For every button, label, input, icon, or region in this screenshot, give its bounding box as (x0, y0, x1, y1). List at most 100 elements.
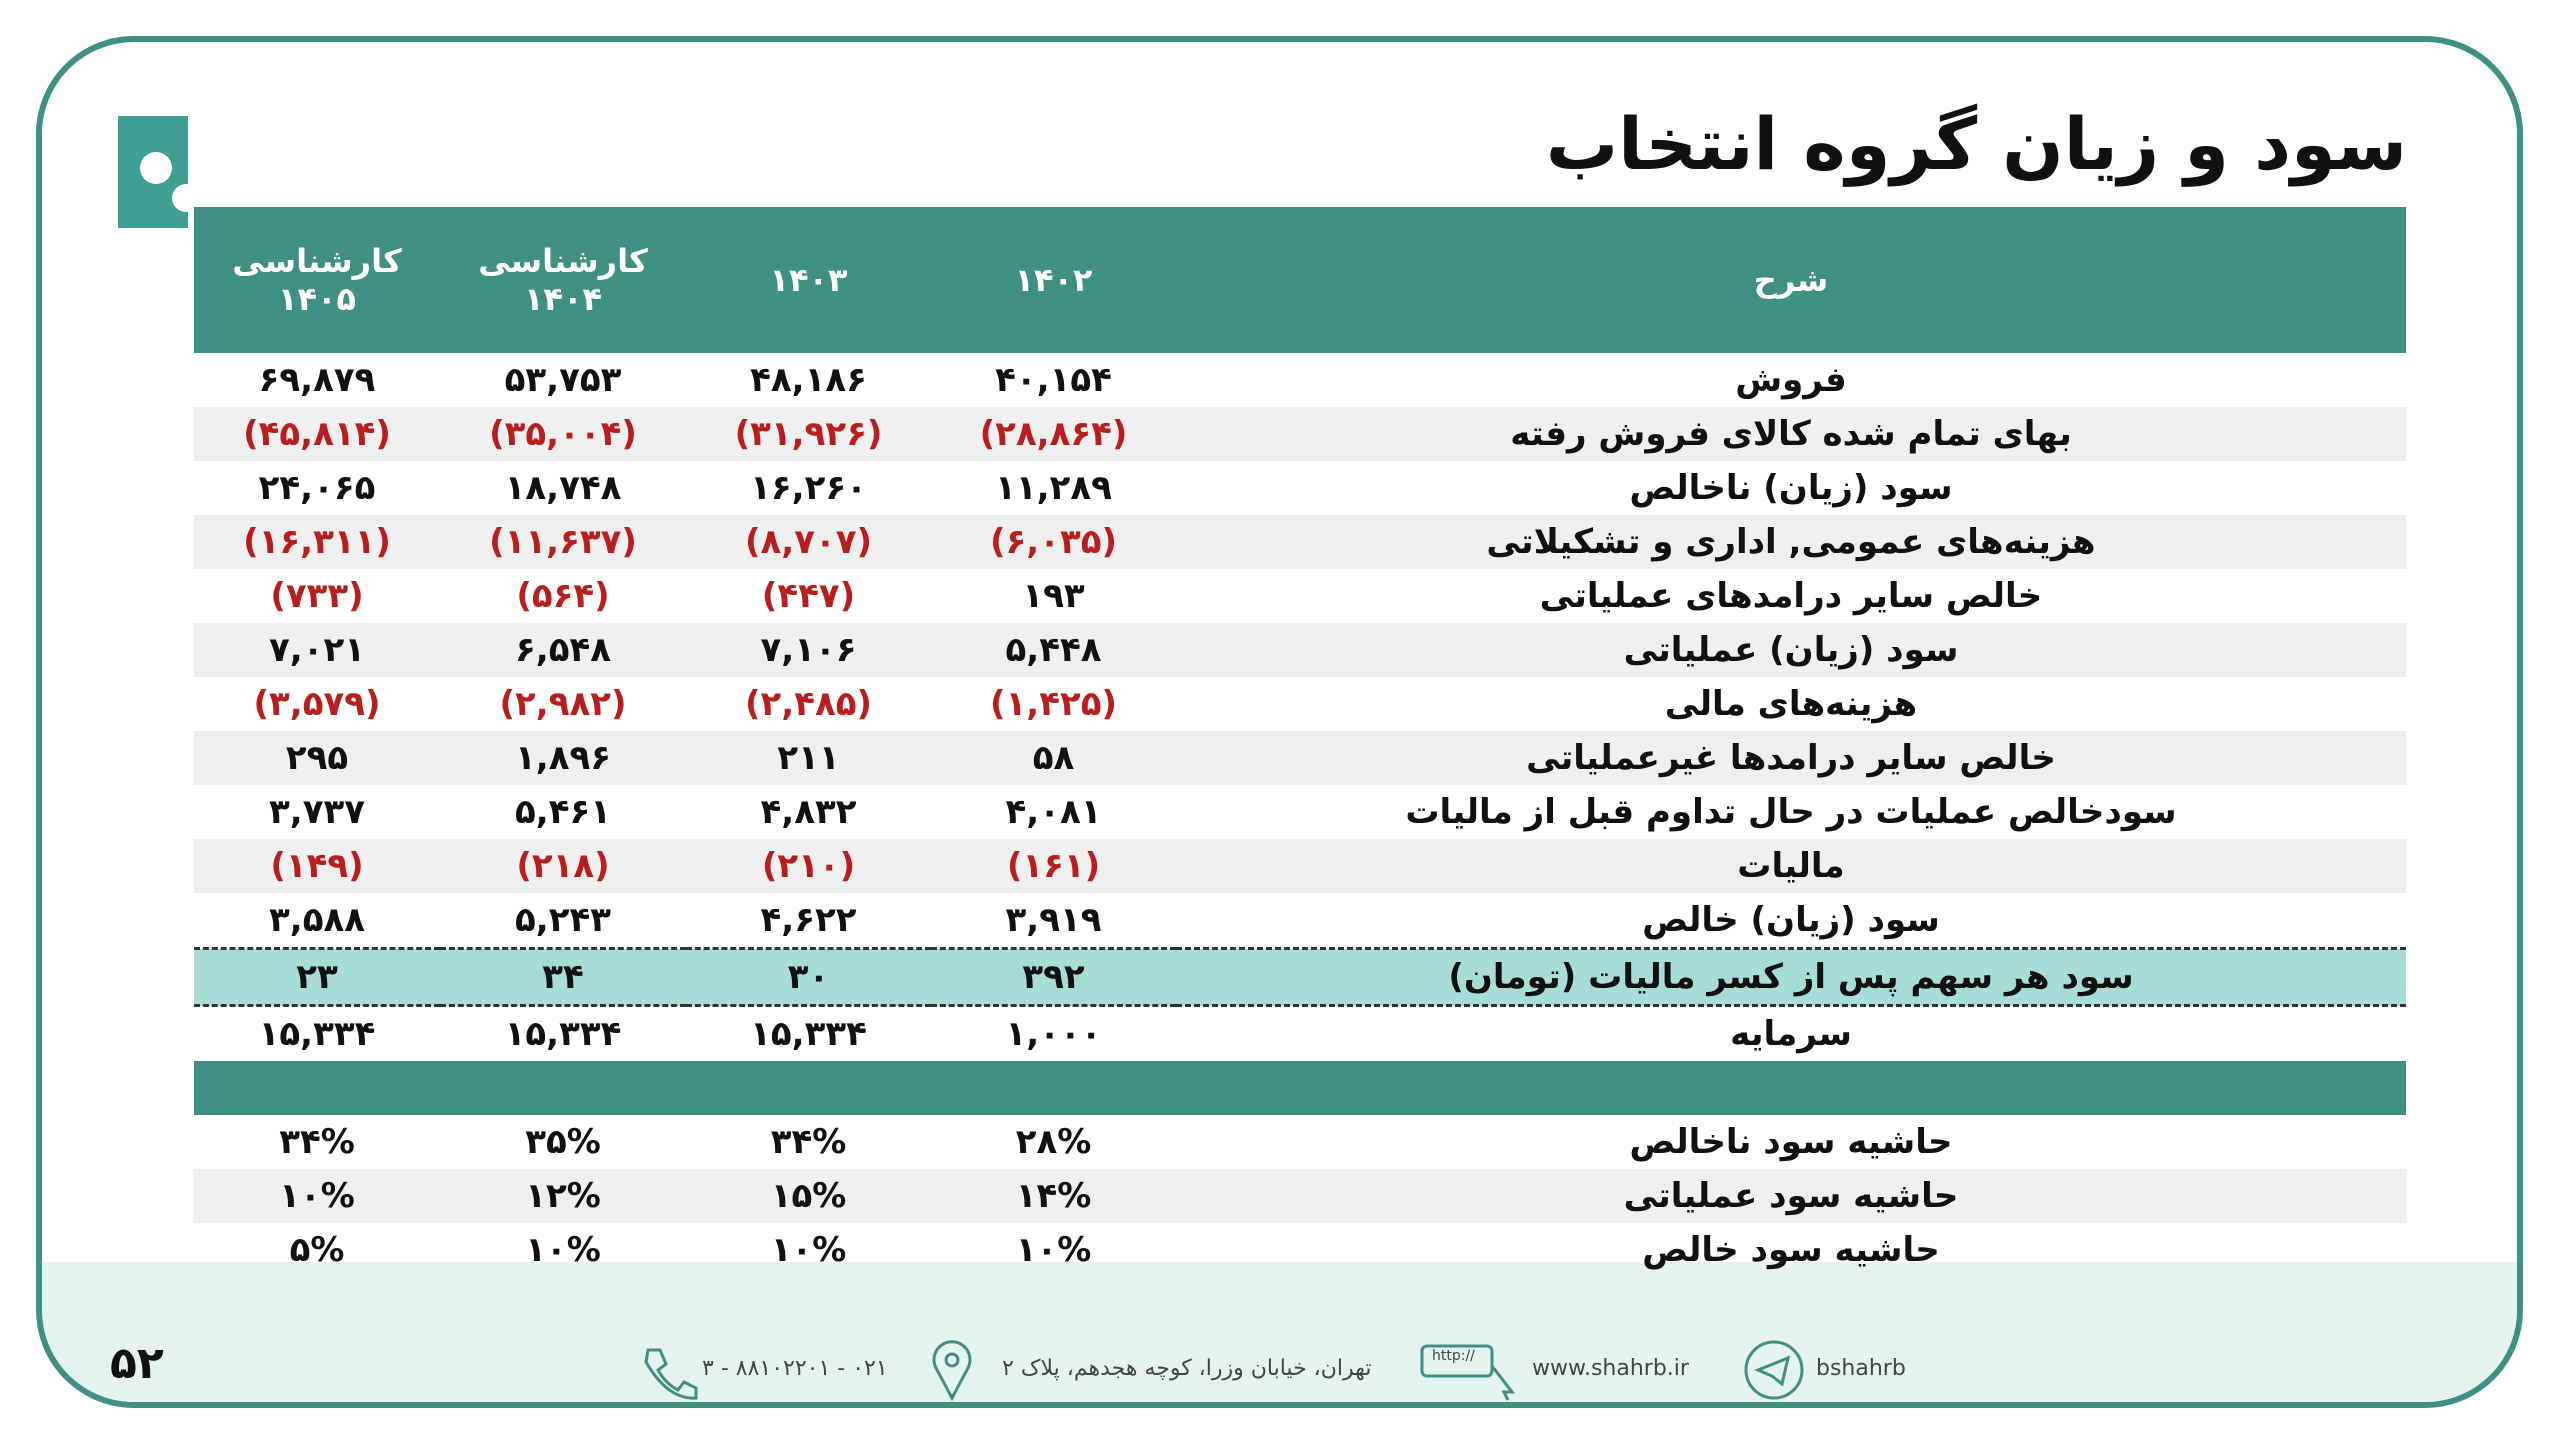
footer-band (42, 1262, 2517, 1402)
cell: (۱۴۹) (194, 839, 440, 893)
table-row: سود (زیان) عملیاتی ۵,۴۴۸ ۷,۱۰۶ ۶,۵۴۸ ۷,۰۲۱ (194, 623, 2406, 677)
cell: ۵۸ (931, 731, 1176, 785)
cell: (۱۶۱) (931, 839, 1176, 893)
row-label: هزینه‌های مالی (1664, 684, 1918, 724)
cell: (۸,۷۰۷) (686, 515, 931, 569)
cell: ۱۰% (1015, 1230, 1092, 1270)
telegram: bshahrb (1816, 1356, 1906, 1381)
cell: ۱۰% (194, 1169, 440, 1223)
table-row: فروش ۴۰,۱۵۴ ۴۸,۱۸۶ ۵۳,۷۵۳ ۶۹,۸۷۹ (194, 353, 2406, 407)
cell: (۴۵,۸۱۴) (194, 407, 440, 461)
row-label: سود هر سهم پس از کسر مالیات (تومان) (1176, 947, 2406, 1007)
row-label: بهای تمام شده کالای فروش رفته (1176, 407, 2406, 461)
cell: ۶,۵۴۸ (440, 623, 686, 677)
cell: (۳,۵۷۹) (253, 684, 381, 724)
cell: ۱۵,۳۳۴ (258, 1014, 376, 1054)
cell: ۱۱,۲۸۹ (995, 468, 1112, 508)
cell: ۵,۴۶۱ (515, 792, 611, 832)
row-label: حاشیه سود خالص (1642, 1230, 1940, 1270)
row-label: سرمایه (1730, 1014, 1852, 1054)
cell: ۲۱۱ (686, 731, 931, 785)
table-row: سودخالص عملیات در حال تداوم قبل از مالیا… (194, 785, 2406, 839)
table-row: سود (زیان) خالص ۳,۹۱۹ ۴,۶۲۲ ۵,۲۴۳ ۳,۵۸۸ (194, 893, 2406, 949)
cell: ۱۶,۲۶۰ (750, 468, 867, 508)
table-row: سرمایه ۱,۰۰۰ ۱۵,۳۳۴ ۱۵,۳۳۴ ۱۵,۳۳۴ (194, 1006, 2406, 1062)
cell: ۳۴% (770, 1122, 847, 1162)
cell: ۳,۹۱۹ (1005, 900, 1102, 940)
cell: ۶۹,۸۷۹ (258, 360, 376, 400)
location-icon (932, 1340, 972, 1402)
table-row: هزینه‌های مالی (۱,۴۲۵) (۲,۴۸۵) (۲,۹۸۲) (۳,۵۷… (194, 677, 2406, 731)
cell: ۲۳ (194, 947, 440, 1007)
cell: (۲,۴۸۵) (744, 684, 873, 724)
phone-icon (644, 1348, 698, 1400)
cell: ۳۴ (440, 947, 686, 1007)
cell: ۲۸% (1015, 1122, 1092, 1162)
row-label: سود (زیان) خالص (1642, 900, 1940, 940)
cell: ۱۲% (440, 1169, 686, 1223)
row-label: فروش (1735, 360, 1847, 400)
cell: ۳۴% (279, 1122, 355, 1162)
cell: ۱۹۳ (1022, 576, 1085, 616)
logo (118, 116, 188, 228)
cell: ۱,۰۰۰ (1005, 1014, 1102, 1054)
table: شرح ۱۴۰۲ ۱۴۰۳ کارشناسی ۱۴۰۴ کارشناسی ۱۴۰۵ فر… (194, 207, 2406, 1277)
row-label: مالیات (1176, 839, 2406, 893)
cell: ۱۵% (686, 1169, 931, 1223)
row-label: حاشیه سود ناخالص (1629, 1122, 1953, 1162)
cell: (۲,۹۸۲) (499, 684, 627, 724)
cell: ۱۵,۳۳۴ (750, 1014, 867, 1054)
table-row: حاشیه سود عملیاتی ۱۴% ۱۵% ۱۲% ۱۰% (194, 1169, 2406, 1223)
cell: (۳۱,۹۲۶) (686, 407, 931, 461)
cell: (۱۱,۶۳۷) (440, 515, 686, 569)
cell: ۳۹۲ (931, 947, 1176, 1007)
table-row: هزینه‌های عمومی, اداری و تشکیلاتی (۶,۰۳۵)… (194, 515, 2406, 569)
column-header: ۱۴۰۳ (686, 207, 931, 353)
cell: (۲۱۰) (686, 839, 931, 893)
cell: (۷۳۳) (270, 576, 364, 616)
column-header: کارشناسی ۱۴۰۵ (194, 207, 440, 353)
table-row: مالیات (۱۶۱) (۲۱۰) (۲۱۸) (۱۴۹) (194, 839, 2406, 893)
column-header: شرح (1176, 207, 2406, 353)
cell: ۱۴% (931, 1169, 1176, 1223)
cell: ۱,۸۹۶ (440, 731, 686, 785)
cell: ۱۸,۷۴۸ (504, 468, 622, 508)
cell: (۵۶۴) (516, 576, 610, 616)
cell: ۱۰% (770, 1230, 847, 1270)
cell: ۴,۰۸۱ (1005, 792, 1102, 832)
logo-dot (172, 184, 188, 212)
cell: (۲۸,۸۶۴) (931, 407, 1176, 461)
table-row: سود (زیان) ناخالص ۱۱,۲۸۹ ۱۶,۲۶۰ ۱۸,۷۴۸ ۲۴,۰۶… (194, 461, 2406, 515)
cell: ۵% (289, 1230, 345, 1270)
cell: ۴,۶۲۲ (760, 900, 857, 940)
website: www.shahrb.ir (1532, 1356, 1689, 1381)
cell: ۲۹۵ (194, 731, 440, 785)
cell: ۳,۷۳۷ (269, 792, 365, 832)
table-row: سود هر سهم پس از کسر مالیات (تومان) ۳۹۲ ۳۰… (194, 947, 2406, 1007)
cell: (۳۵,۰۰۴) (440, 407, 686, 461)
table-row: حاشیه سود خالص ۱۰% ۱۰% ۱۰% ۵% (194, 1223, 2406, 1277)
cell: ۷,۰۲۱ (194, 623, 440, 677)
header-row: شرح ۱۴۰۲ ۱۴۰۳ کارشناسی ۱۴۰۴ کارشناسی ۱۴۰۵ (194, 207, 2406, 353)
logo-dot (140, 152, 172, 184)
cell: ۳۰ (686, 947, 931, 1007)
row-label: حاشیه سود عملیاتی (1176, 1169, 2406, 1223)
http: http:// (1432, 1348, 1475, 1364)
cell: ۱۰% (525, 1230, 601, 1270)
row-label: سود (زیان) عملیاتی (1176, 623, 2406, 677)
row-label: هزینه‌های عمومی, اداری و تشکیلاتی (1176, 515, 2406, 569)
address: تهران، خیابان وزرا، کوچه هجدهم، پلاک ۲ (1002, 1356, 1372, 1381)
table-row: خالص سایر درامدهای عملیاتی ۱۹۳ (۴۴۷) (۵۶۴) (… (194, 569, 2406, 623)
cell: ۳۵% (525, 1122, 601, 1162)
table-body: فروش ۴۰,۱۵۴ ۴۸,۱۸۶ ۵۳,۷۵۳ ۶۹,۸۷۹ بهای تمام شد… (194, 353, 2406, 1277)
column-header: کارشناسی ۱۴۰۴ (440, 207, 686, 353)
title: سود و زیان گروه انتخاب (1545, 102, 2407, 186)
row-label: سودخالص عملیات در حال تداوم قبل از مالیا… (1405, 792, 2177, 832)
page-number: ۵۲ (110, 1338, 164, 1389)
cell: ۱۵,۳۳۴ (504, 1014, 622, 1054)
table-row: بهای تمام شده کالای فروش رفته (۲۸,۸۶۴) (۳۱… (194, 407, 2406, 461)
cell: ۲۴,۰۶۵ (258, 468, 376, 508)
phone: ۰۲۱ - ۸۸۱۰۲۲۰۱ - ۳ (702, 1356, 888, 1381)
cell: ۳,۵۸۸ (269, 900, 365, 940)
